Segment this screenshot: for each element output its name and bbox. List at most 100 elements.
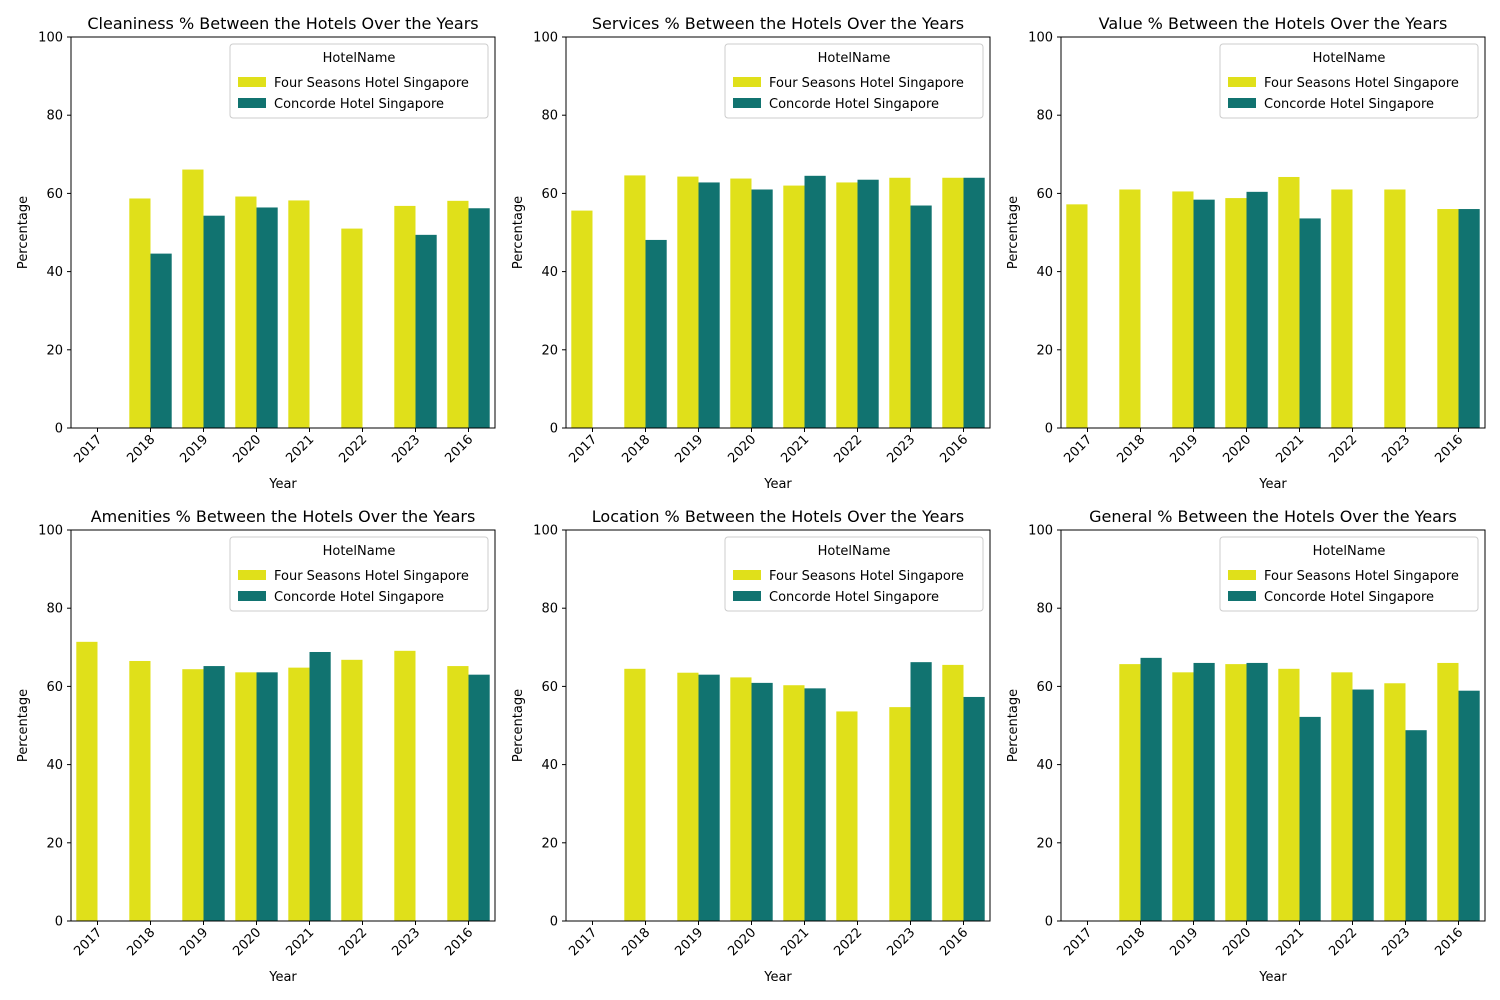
y-axis-label: Percentage [511,689,526,762]
bar-concorde-2019 [1193,662,1215,921]
bar-four-seasons-2018 [129,198,151,428]
bar-concorde-2018 [645,239,667,428]
y-tick-label: 60 [1036,187,1053,202]
bar-four-seasons-2023 [1384,683,1406,921]
legend-title: HotelName [818,544,891,559]
bar-four-seasons-2023 [889,707,911,921]
legend-title: HotelName [1313,544,1386,559]
legend-label-concorde: Concorde Hotel Singapore [1264,590,1434,605]
bar-concorde-2023 [910,662,932,921]
bar-four-seasons-2019 [677,176,699,428]
bar-concorde-2020 [1246,662,1268,921]
bar-four-seasons-2016 [447,200,469,428]
bar-four-seasons-2020 [235,672,257,921]
x-tick-label: 2017 [1061,925,1095,959]
y-tick-label: 20 [46,836,63,851]
chart-panel-3: 0 20 40 60 80 100 2017 2018 2019 2020 2021 2022 2023… [16,507,496,985]
legend: HotelName Four Seasons Hotel Singapore Con… [724,43,984,119]
y-tick-label: 100 [533,31,558,46]
legend-title: HotelName [818,51,891,66]
bar-four-seasons-2018 [1119,664,1141,921]
bar-four-seasons-2023 [394,205,416,428]
y-tick-label: 20 [1036,343,1053,358]
bar-concorde-2023 [415,234,437,428]
x-tick-label: 2019 [177,432,211,466]
bar-concorde-2016 [1458,690,1480,921]
legend-swatch-four-seasons [238,77,266,87]
x-tick-label: 2022 [336,925,370,959]
x-tick-label: 2016 [937,925,971,959]
chart-panel-4: 0 20 40 60 80 100 2017 2018 2019 2020 2021 2022 2023… [511,507,991,985]
legend-label-concorde: Concorde Hotel Singapore [769,590,939,605]
legend-swatch-concorde [238,591,266,601]
x-axis-label: Year [268,477,297,492]
legend-swatch-four-seasons [733,570,761,580]
y-tick-label: 0 [550,422,558,437]
bar-concorde-2021 [309,651,331,921]
bar-concorde-2016 [468,674,490,921]
legend-label-four-seasons: Four Seasons Hotel Singapore [1264,569,1459,584]
x-axis-label: Year [1258,477,1287,492]
x-tick-label: 2022 [831,432,865,466]
legend: HotelName Four Seasons Hotel Singapore Con… [1219,536,1479,612]
legend-swatch-four-seasons [733,77,761,87]
y-tick-label: 20 [541,343,558,358]
bar-four-seasons-2023 [394,650,416,921]
bar-four-seasons-2018 [129,660,151,921]
x-tick-label: 2016 [937,432,971,466]
bar-four-seasons-2018 [624,668,646,921]
bar-concorde-2019 [203,215,225,428]
bar-four-seasons-2023 [889,177,911,428]
legend-label-concorde: Concorde Hotel Singapore [274,590,444,605]
x-tick-label: 2019 [1167,432,1201,466]
axes-frame [565,529,991,922]
x-tick-label: 2021 [1273,432,1307,466]
bar-concorde-2021 [1299,716,1321,921]
legend-box [229,536,489,612]
chart-title: General % Between the Hotels Over the Ye… [1089,507,1457,526]
bar-four-seasons-2021 [783,685,805,921]
bar-four-seasons-2016 [942,177,964,428]
x-tick-label: 2023 [389,925,423,959]
x-tick-label: 2021 [778,925,812,959]
bar-concorde-2016 [468,208,490,428]
chart-title: Location % Between the Hotels Over the Y… [592,507,964,526]
legend: HotelName Four Seasons Hotel Singapore Con… [229,43,489,119]
y-tick-label: 80 [46,109,63,124]
bar-concorde-2023 [1405,730,1427,921]
x-tick-label: 2016 [1432,432,1466,466]
x-tick-label: 2018 [619,432,653,466]
bar-four-seasons-2021 [288,200,310,428]
legend-swatch-four-seasons [1228,570,1256,580]
x-tick-label: 2016 [442,432,476,466]
bar-four-seasons-2016 [942,664,964,921]
bar-four-seasons-2022 [836,711,858,921]
bar-concorde-2020 [1246,191,1268,428]
y-tick-label: 80 [1036,109,1053,124]
y-tick-label: 100 [38,31,63,46]
x-tick-label: 2021 [283,925,317,959]
bar-four-seasons-2019 [182,169,204,428]
y-tick-label: 80 [541,602,558,617]
legend-title: HotelName [323,51,396,66]
legend-label-four-seasons: Four Seasons Hotel Singapore [769,76,964,91]
chart-panel-2: 0 20 40 60 80 100 2017 2018 2019 2020 2021 2022 2023… [1006,14,1486,492]
legend-label-four-seasons: Four Seasons Hotel Singapore [274,569,469,584]
bar-four-seasons-2018 [1119,189,1141,428]
legend-label-concorde: Concorde Hotel Singapore [1264,97,1434,112]
legend-title: HotelName [323,544,396,559]
bar-four-seasons-2020 [730,178,752,428]
x-tick-label: 2018 [1114,925,1148,959]
chart-title: Value % Between the Hotels Over the Year… [1099,14,1448,33]
x-tick-label: 2023 [884,925,918,959]
bar-four-seasons-2017 [76,641,98,921]
legend-swatch-four-seasons [238,570,266,580]
y-tick-label: 40 [1036,265,1053,280]
bar-concorde-2022 [857,179,879,428]
x-tick-label: 2018 [124,432,158,466]
legend-box [229,43,489,119]
y-tick-label: 60 [1036,680,1053,695]
bar-four-seasons-2019 [677,672,699,921]
y-tick-label: 0 [1045,422,1053,437]
